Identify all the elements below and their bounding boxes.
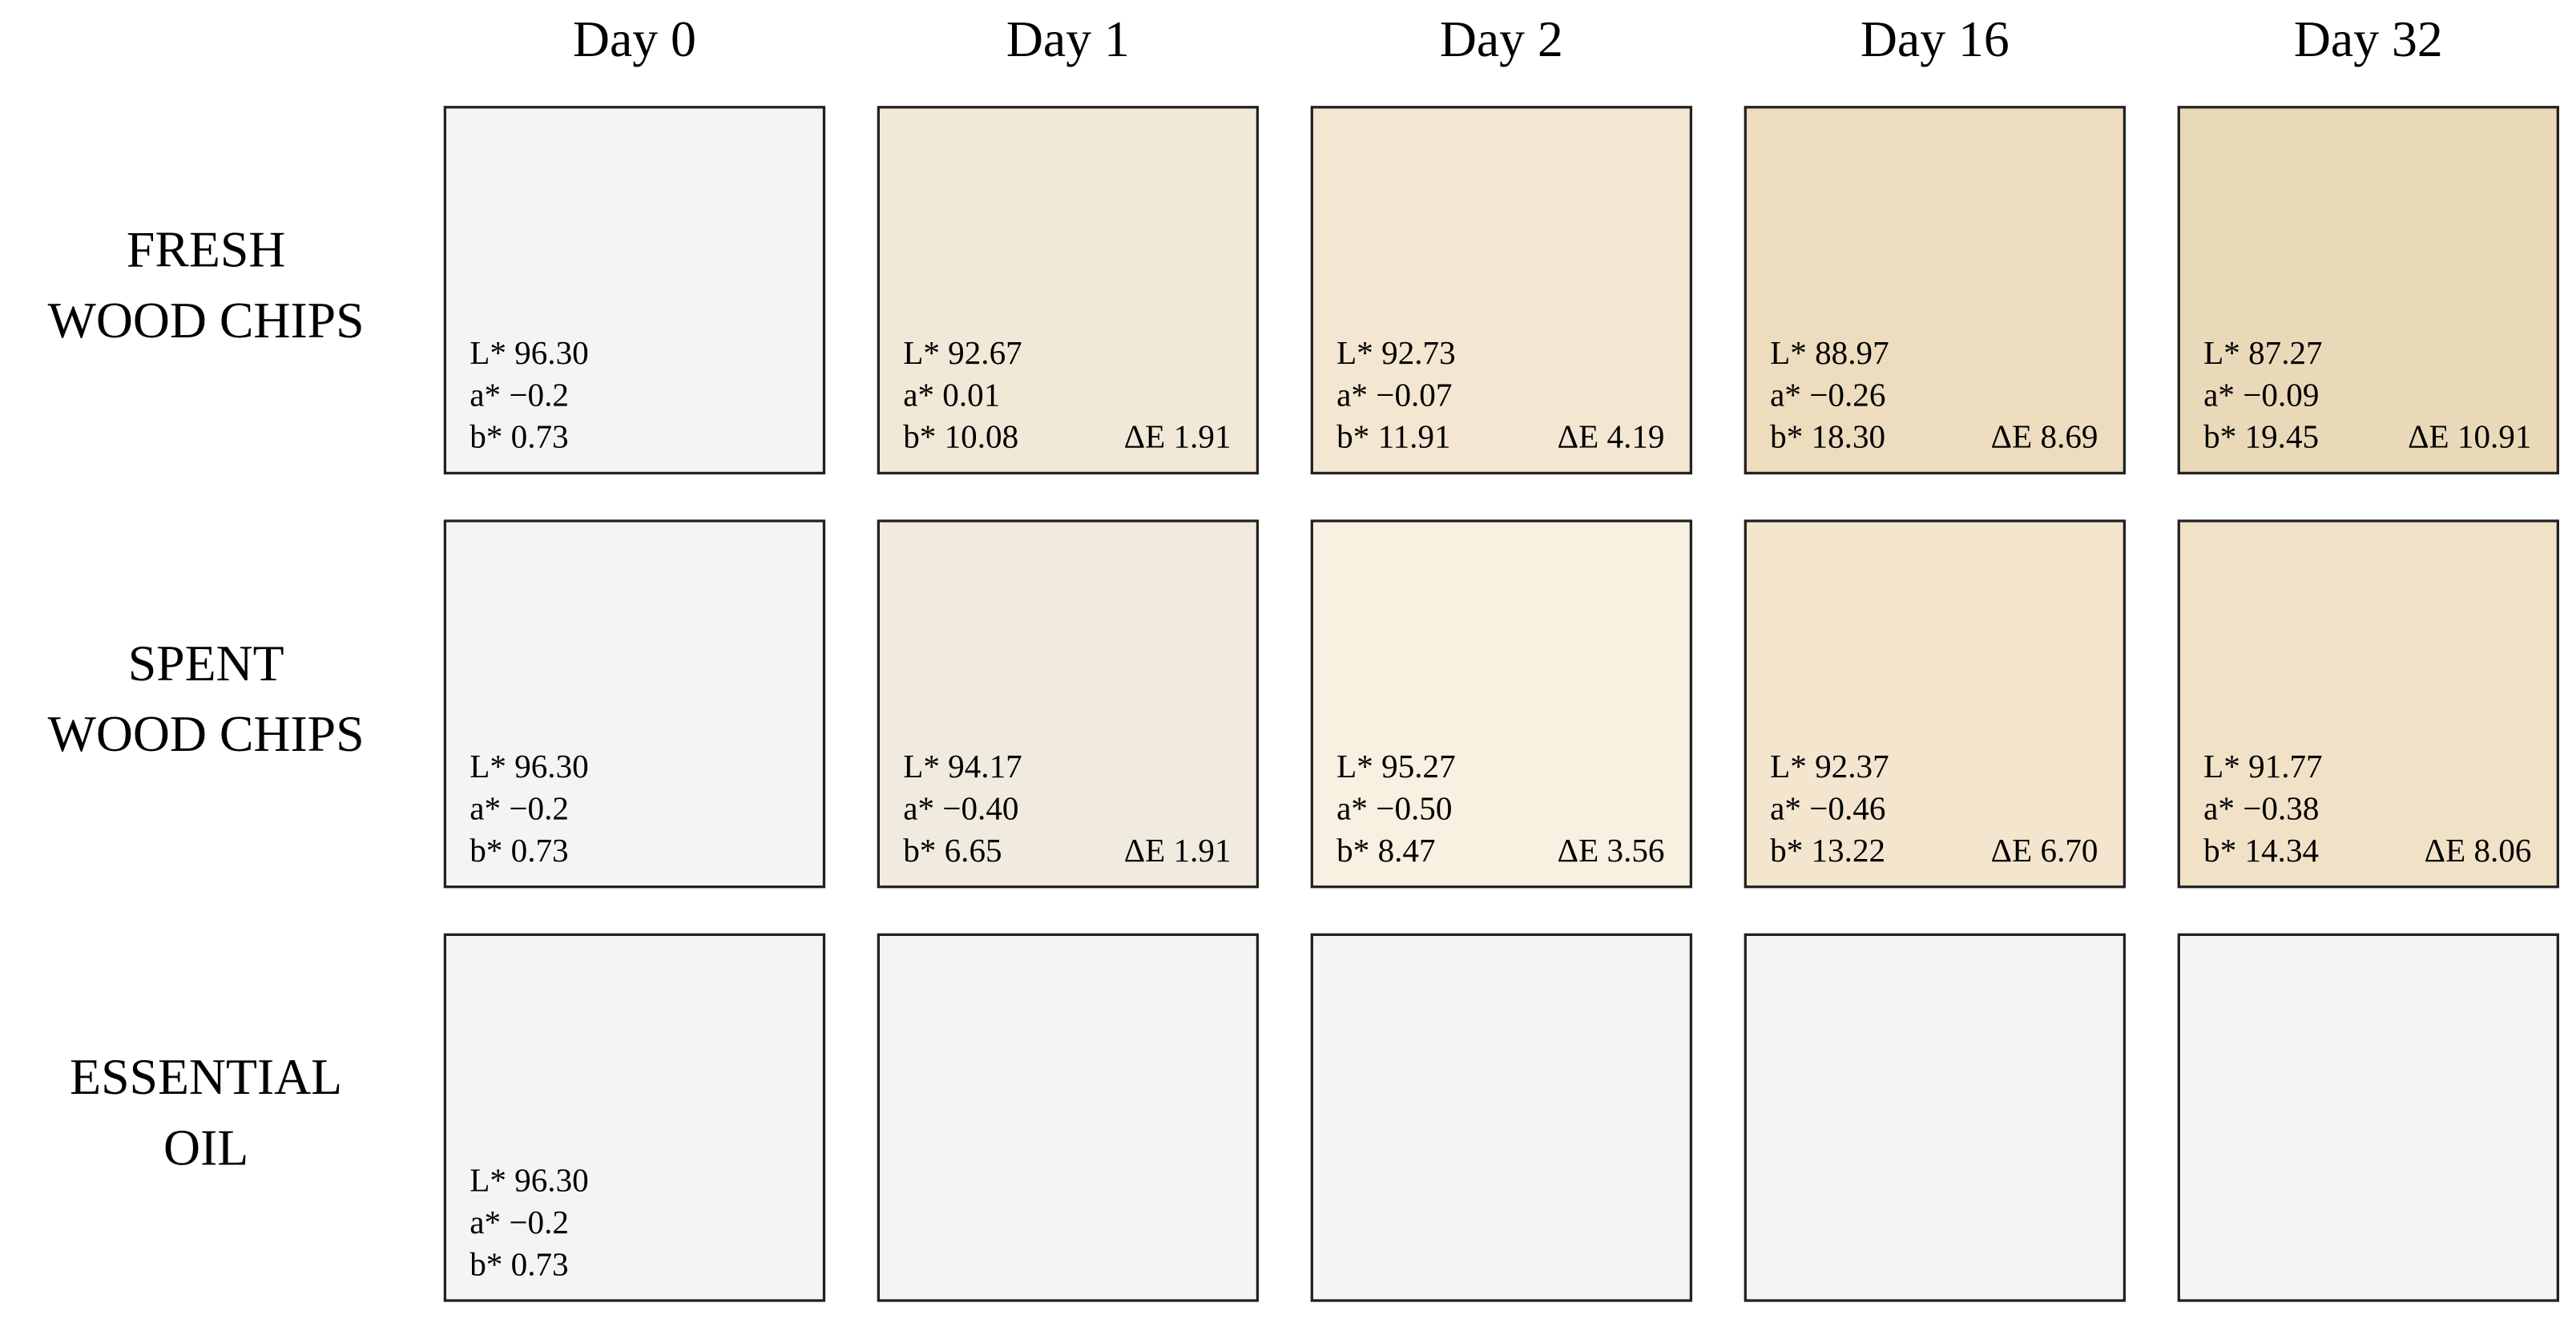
delta-e: ΔE 8.06: [2425, 832, 2532, 869]
delta-e: ΔE 3.56: [1558, 832, 1665, 869]
color-value: b* 0.73: [470, 1245, 568, 1282]
color-value: L* 92.73: [1336, 334, 1456, 371]
color-value: b* 6.65: [903, 832, 1002, 869]
color-swatch: [443, 933, 826, 1302]
column-header: Day 32: [2294, 10, 2443, 67]
color-swatch: [1744, 933, 2127, 1302]
color-value: b* 10.08: [903, 418, 1018, 455]
color-swatch: [443, 519, 826, 889]
delta-e: ΔE 10.91: [2408, 418, 2531, 455]
color-value: a* 0.01: [903, 376, 1000, 413]
color-value: L* 87.27: [2203, 334, 2323, 371]
row-label: WOOD CHIPS: [48, 292, 365, 349]
color-swatch: [2177, 519, 2560, 889]
color-swatch: [877, 519, 1260, 889]
delta-e: ΔE 4.19: [1558, 418, 1665, 455]
color-value: L* 96.30: [470, 1161, 589, 1198]
color-swatch: [877, 933, 1260, 1302]
row-label: ESSENTIAL: [70, 1048, 342, 1105]
color-swatch: [1310, 106, 1693, 475]
color-value: b* 11.91: [1336, 418, 1450, 455]
color-value: L* 96.30: [470, 334, 589, 371]
color-value: L* 88.97: [1770, 334, 1889, 371]
color-value: a* −0.2: [470, 790, 569, 827]
color-swatch: [443, 106, 826, 475]
color-value: b* 8.47: [1336, 832, 1435, 869]
color-value: L* 91.77: [2203, 748, 2323, 785]
color-swatch: [1310, 933, 1693, 1302]
color-swatch: [2177, 933, 2560, 1302]
color-swatch: [2177, 106, 2560, 475]
column-header: Day 16: [1860, 10, 2010, 67]
color-value: a* −0.26: [1770, 376, 1885, 413]
delta-e: ΔE 8.69: [1991, 418, 2098, 455]
color-value: a* −0.2: [470, 376, 569, 413]
color-value: L* 92.67: [903, 334, 1022, 371]
color-value: a* −0.40: [903, 790, 1018, 827]
color-value: a* −0.07: [1336, 376, 1452, 413]
color-swatch: [1310, 519, 1693, 889]
color-value: a* −0.38: [2203, 790, 2319, 827]
color-value: b* 19.45: [2203, 418, 2319, 455]
column-header: Day 2: [1440, 10, 1563, 67]
color-swatch: [877, 106, 1260, 475]
color-value: b* 0.73: [470, 832, 568, 869]
color-value: a* −0.09: [2203, 376, 2319, 413]
delta-e: ΔE 1.91: [1124, 418, 1232, 455]
delta-e: ΔE 1.91: [1124, 832, 1232, 869]
color-value: b* 18.30: [1770, 418, 1885, 455]
color-value: a* −0.50: [1336, 790, 1452, 827]
color-value: a* −0.2: [470, 1204, 569, 1240]
color-value: a* −0.46: [1770, 790, 1885, 827]
color-swatch: [1744, 519, 2127, 889]
column-header: Day 1: [1006, 10, 1130, 67]
row-label: FRESH: [127, 221, 285, 278]
row-label: OIL: [163, 1119, 248, 1176]
color-value: L* 92.37: [1770, 748, 1889, 785]
row-label: SPENT: [128, 635, 284, 692]
color-value: L* 95.27: [1336, 748, 1456, 785]
color-value: b* 0.73: [470, 418, 568, 455]
color-value: b* 14.34: [2203, 832, 2319, 869]
column-header: Day 0: [573, 10, 696, 67]
color-value: L* 96.30: [470, 748, 589, 785]
color-swatch: [1744, 106, 2127, 475]
delta-e: ΔE 6.70: [1991, 832, 2098, 869]
color-value: L* 94.17: [903, 748, 1022, 785]
row-label: WOOD CHIPS: [48, 705, 365, 762]
color-value: b* 13.22: [1770, 832, 1885, 869]
